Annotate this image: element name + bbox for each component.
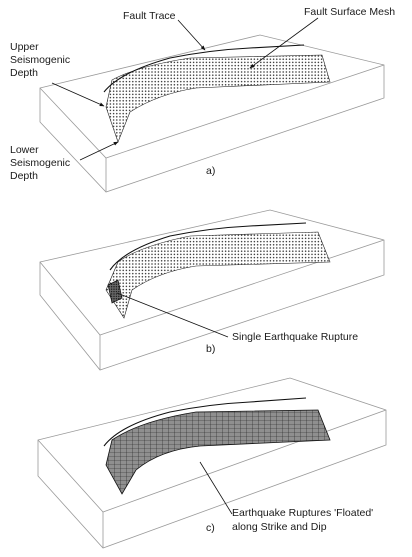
lower-depth-label-line3: Depth — [10, 170, 38, 182]
panel-caption-c: c) — [206, 522, 215, 534]
fault-trace-b — [109, 222, 307, 271]
fault-surface-mesh-b — [105, 231, 331, 319]
fault-surface-mesh-label: Fault Surface Mesh — [304, 6, 395, 18]
panel-c: Earthquake Ruptures 'Floated' along Stri… — [37, 377, 387, 549]
lower-depth-leader — [79, 141, 119, 161]
lower-depth-label-line2: Seismogenic — [10, 157, 70, 169]
fault-trace-a — [103, 44, 305, 93]
panel-b: Single Earthquake Rupture b) — [39, 209, 385, 371]
panel-a: Fault Trace Fault Surface Mesh Upper Sei… — [10, 6, 395, 193]
fault-trace-label: Fault Trace — [123, 10, 176, 22]
crust-block-a — [39, 34, 385, 193]
upper-depth-label-line3: Depth — [10, 67, 38, 79]
floated-ruptures-leader — [199, 461, 233, 515]
single-rupture-leader — [116, 292, 229, 338]
single-rupture-label: Single Earthquake Rupture — [232, 331, 358, 343]
upper-depth-leader — [51, 82, 105, 107]
upper-depth-label-line1: Upper — [10, 41, 39, 53]
floated-ruptures-label-line2: along Strike and Dip — [232, 521, 327, 533]
floated-ruptures-grid — [105, 409, 331, 495]
floated-ruptures-label-line1: Earthquake Ruptures 'Floated' — [232, 507, 373, 519]
mesh-leader — [249, 17, 319, 69]
fault-trace-c — [103, 397, 307, 447]
upper-depth-label-line2: Seismogenic — [10, 54, 70, 66]
fault-trace-leader — [177, 19, 206, 51]
crust-block-c — [37, 377, 387, 549]
panel-caption-a: a) — [206, 165, 215, 177]
lower-depth-label-line1: Lower — [10, 144, 39, 156]
panel-caption-b: b) — [206, 343, 215, 355]
crust-block-b — [39, 209, 385, 371]
single-rupture-patch — [107, 279, 123, 304]
